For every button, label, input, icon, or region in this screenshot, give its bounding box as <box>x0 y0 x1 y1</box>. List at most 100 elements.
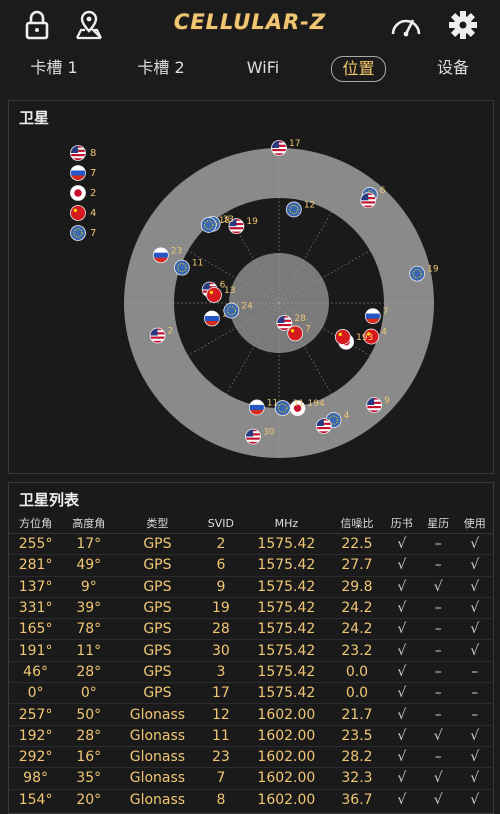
table-row[interactable]: 331° 39° GPS 19 1575.42 24.2 √ – √ <box>9 596 493 619</box>
satellite-label: 193 <box>356 333 373 343</box>
satellite-marker[interactable]: 7 <box>287 324 311 342</box>
satellite-label: 19 <box>427 265 439 275</box>
tab-location[interactable]: 位置 <box>331 56 386 82</box>
satellite-marker[interactable]: 17 <box>271 139 301 156</box>
table-row[interactable]: 281° 49° GPS 6 1575.42 27.7 √ – √ <box>9 554 493 577</box>
table-row[interactable]: 137° 9° GPS 9 1575.42 29.8 √ √ √ <box>9 575 493 598</box>
table-cell: 331° <box>9 596 63 619</box>
table-cell: 1602.00 <box>242 703 331 726</box>
table-row[interactable]: 165° 78° GPS 28 1575.42 24.2 √ – √ <box>9 618 493 640</box>
table-header-row: 方位角 高度角 类型 SVID MHz 信噪比 历书 星历 使用 <box>9 513 493 534</box>
satellite-marker[interactable]: 11 <box>173 259 203 276</box>
satellite-list-panel: 卫星列表 方位角 高度角 类型 SVID MHz 信噪比 历书 星历 使用 255° 17° GPS… <box>8 482 494 814</box>
satellite-marker[interactable]: 23 <box>152 246 182 264</box>
satellite-marker[interactable]: 28 <box>276 314 306 331</box>
table-cell: Glonass <box>115 724 200 747</box>
table-cell: 19 <box>199 596 243 619</box>
satellite-marker[interactable] <box>334 329 351 345</box>
legend-item-china: 4 <box>70 205 96 221</box>
table-row[interactable]: 154° 20° Glonass 8 1602.00 36.7 √ √ √ <box>9 788 493 810</box>
satellite-marker[interactable]: 2 <box>149 327 173 344</box>
table-cell: √ <box>420 575 457 598</box>
table-cell: 9 <box>199 575 243 598</box>
table-cell: – <box>456 682 493 704</box>
satellite-label: 19 <box>246 217 258 227</box>
table-cell: 11 <box>199 724 243 747</box>
table-cell: 24.2 <box>330 618 384 640</box>
table-cell: 2 <box>199 532 243 555</box>
table-row[interactable]: 255° 17° GPS 2 1575.42 22.5 √ – √ <box>9 532 493 555</box>
tab-sim2[interactable]: 卡槽 2 <box>137 58 185 77</box>
table-cell: 12 <box>199 703 243 726</box>
table-cell: – <box>420 639 457 662</box>
table-cell: 39° <box>62 596 116 619</box>
legend-count: 7 <box>90 168 96 179</box>
satellite-marker[interactable]: 18 <box>200 216 230 233</box>
sky-grid-line <box>278 225 414 304</box>
satellite-label: 23 <box>171 246 182 256</box>
table-cell: – <box>456 703 493 726</box>
satellite-marker[interactable]: 19 <box>228 217 258 235</box>
column-header: 历书 <box>383 513 421 534</box>
table-cell: √ <box>420 767 457 790</box>
table-row[interactable]: 46° 28° GPS 3 1575.42 0.0 √ – – <box>9 660 493 683</box>
satellite-marker[interactable]: 12 <box>285 200 315 218</box>
table-cell: 98° <box>9 767 63 790</box>
lock-icon[interactable] <box>20 8 54 42</box>
table-cell: 1575.42 <box>242 596 331 619</box>
top-bar: CELLULAR-Z <box>0 0 500 50</box>
satellite-marker[interactable]: 9 <box>366 396 391 413</box>
satellite-label: 7 <box>305 324 311 334</box>
app-logo: CELLULAR-Z <box>173 10 327 34</box>
satellite-marker[interactable]: 11 <box>248 398 278 416</box>
speedometer-icon[interactable] <box>389 8 423 42</box>
table-cell: 1602.00 <box>242 745 331 768</box>
table-cell: √ <box>383 724 421 747</box>
satellite-marker[interactable]: 24 <box>223 302 253 319</box>
table-cell: 255° <box>9 532 63 555</box>
legend-count: 8 <box>90 148 96 159</box>
table-cell: 0° <box>9 682 63 704</box>
satellite-marker[interactable]: 4 <box>363 328 388 345</box>
satellite-label: 33 <box>223 215 234 225</box>
satellite-marker[interactable]: 7 <box>364 307 389 325</box>
table-cell: √ <box>383 660 421 683</box>
satellite-marker[interactable]: 19 <box>409 265 439 282</box>
satellite-table: 方位角 高度角 类型 SVID MHz 信噪比 历书 星历 使用 255° 17° GPS 2 1575… <box>9 513 493 810</box>
satellite-marker[interactable]: 30 <box>245 428 275 445</box>
gear-icon[interactable] <box>446 8 480 42</box>
tab-sim1[interactable]: 卡槽 1 <box>30 58 78 77</box>
table-cell: 1602.00 <box>242 767 331 790</box>
satellite-marker[interactable]: 13 <box>206 286 236 303</box>
table-cell: 1602.00 <box>242 724 331 747</box>
legend-item-europe: 7 <box>70 225 96 241</box>
table-cell: 0.0 <box>330 682 384 704</box>
tab-wifi[interactable]: WiFi <box>246 58 280 77</box>
column-header: SVID <box>199 513 243 534</box>
table-cell: 28.2 <box>330 745 384 768</box>
satellite-marker[interactable]: 31 <box>274 399 304 416</box>
table-cell: 1575.42 <box>242 575 331 598</box>
table-row[interactable]: 192° 28° Glonass 11 1602.00 23.5 √ √ √ <box>9 724 493 747</box>
tab-device[interactable]: 设备 <box>436 58 469 77</box>
table-cell: GPS <box>115 660 200 683</box>
table-row[interactable]: 292° 16° Glonass 23 1602.00 28.2 √ – √ <box>9 745 493 768</box>
table-cell: 32.3 <box>330 767 384 790</box>
satellite-marker[interactable] <box>360 192 377 209</box>
column-header: 星历 <box>420 513 457 534</box>
table-cell: GPS <box>115 532 200 555</box>
table-row[interactable]: 0° 0° GPS 17 1575.42 0.0 √ – – <box>9 682 493 704</box>
table-row[interactable]: 257° 50° Glonass 12 1602.00 21.7 √ – – <box>9 703 493 726</box>
table-cell: 50° <box>62 703 116 726</box>
legend-count: 2 <box>90 188 96 199</box>
table-cell: – <box>420 618 457 640</box>
table-row[interactable]: 98° 35° Glonass 7 1602.00 32.3 √ √ √ <box>9 767 493 790</box>
satellite-marker[interactable] <box>315 418 332 434</box>
sky-grid-line <box>201 302 280 438</box>
sky-grid-line <box>144 302 280 381</box>
map-pin-icon[interactable] <box>72 8 106 42</box>
table-cell: – <box>420 682 457 704</box>
satellite-label: 12 <box>304 200 315 210</box>
satellite-label: 11 <box>192 259 203 269</box>
table-row[interactable]: 191° 11° GPS 30 1575.42 23.2 √ – √ <box>9 639 493 662</box>
